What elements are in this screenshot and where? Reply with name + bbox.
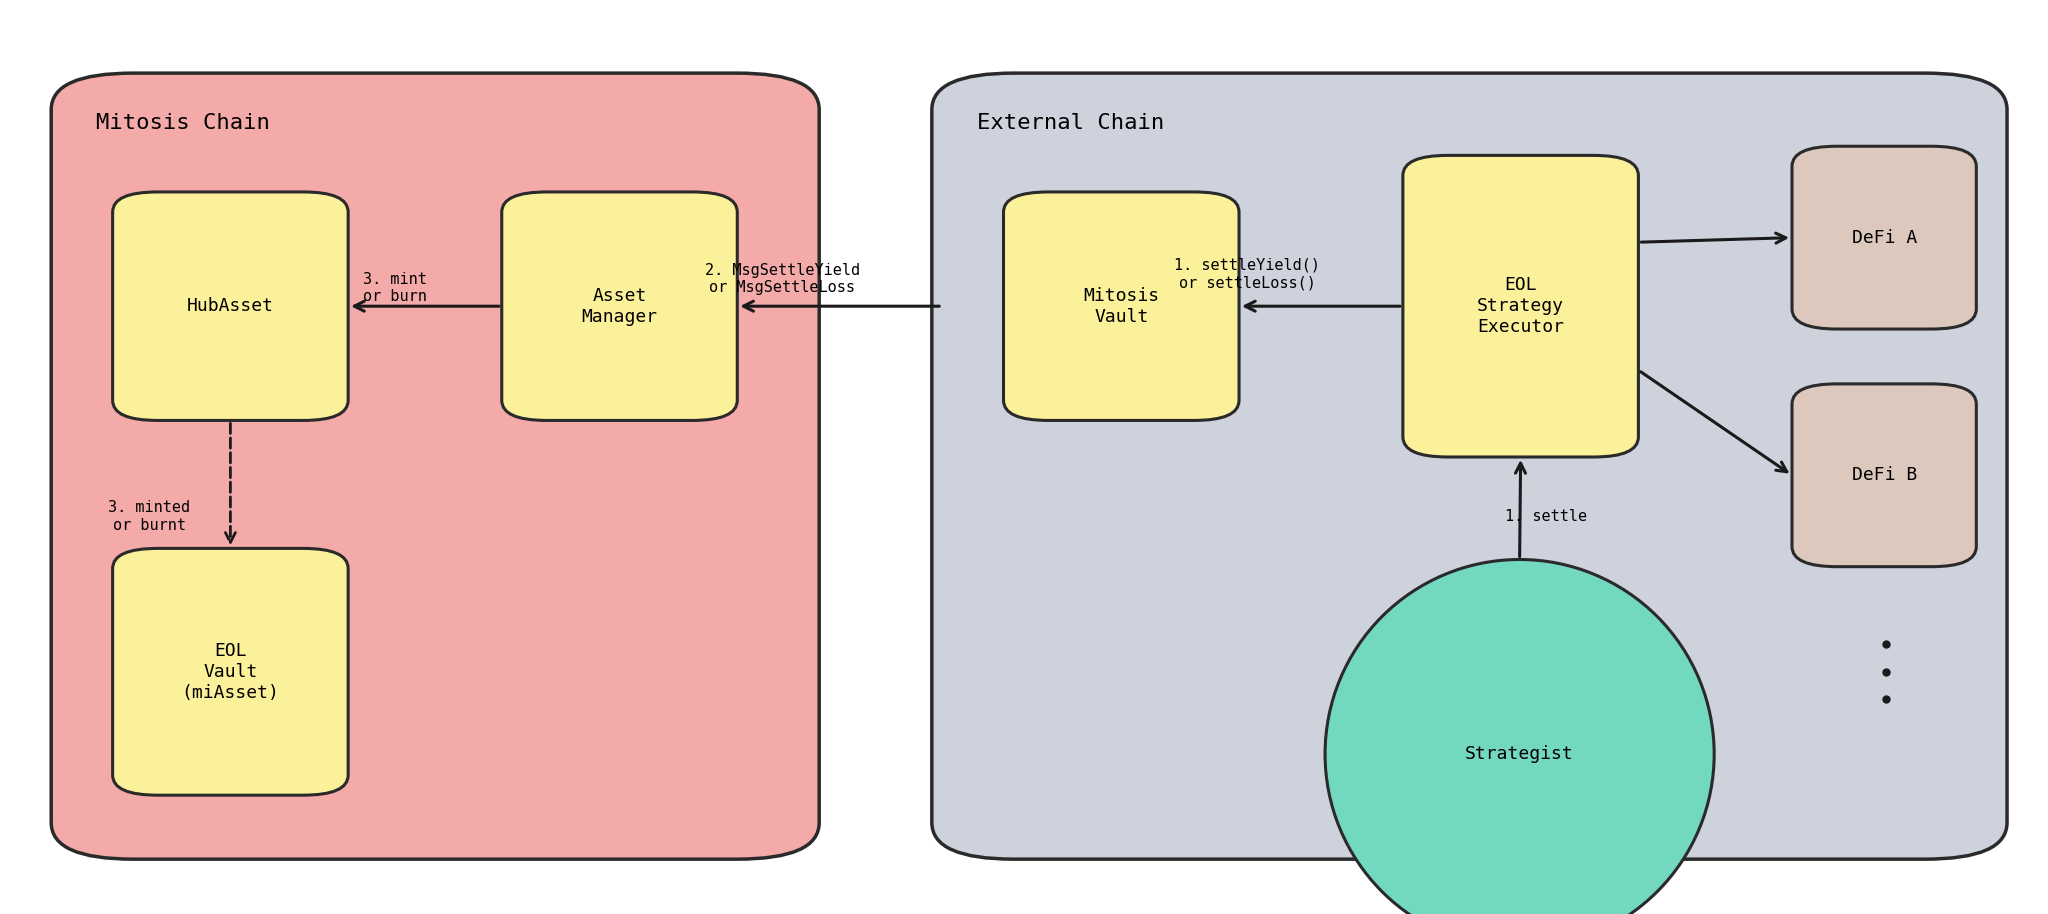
- FancyBboxPatch shape: [1792, 146, 1976, 329]
- Text: DeFi A: DeFi A: [1851, 228, 1917, 247]
- Text: Asset
Manager: Asset Manager: [582, 287, 657, 325]
- Text: HubAsset: HubAsset: [186, 297, 274, 315]
- Text: 3. minted
or burnt: 3. minted or burnt: [109, 500, 190, 533]
- Text: EOL
Vault
(miAsset): EOL Vault (miAsset): [182, 642, 279, 702]
- Ellipse shape: [1325, 559, 1714, 914]
- FancyBboxPatch shape: [113, 192, 348, 420]
- Text: 1. settle: 1. settle: [1505, 509, 1587, 524]
- Text: DeFi B: DeFi B: [1851, 466, 1917, 484]
- FancyBboxPatch shape: [113, 548, 348, 795]
- Text: 2. MsgSettleYield
or MsgSettleLoss: 2. MsgSettleYield or MsgSettleLoss: [705, 262, 860, 295]
- Text: 3. mint
or burn: 3. mint or burn: [362, 271, 428, 304]
- FancyBboxPatch shape: [51, 73, 819, 859]
- FancyBboxPatch shape: [932, 73, 2007, 859]
- FancyBboxPatch shape: [1004, 192, 1239, 420]
- Text: EOL
Strategy
Executor: EOL Strategy Executor: [1477, 276, 1565, 336]
- Text: Mitosis
Vault: Mitosis Vault: [1083, 287, 1159, 325]
- Text: Mitosis Chain: Mitosis Chain: [96, 113, 270, 133]
- FancyBboxPatch shape: [1792, 384, 1976, 567]
- Text: Strategist: Strategist: [1464, 745, 1575, 763]
- Text: 1. settleYield()
or settleLoss(): 1. settleYield() or settleLoss(): [1174, 258, 1321, 291]
- FancyBboxPatch shape: [502, 192, 737, 420]
- Text: External Chain: External Chain: [977, 113, 1163, 133]
- FancyBboxPatch shape: [1403, 155, 1638, 457]
